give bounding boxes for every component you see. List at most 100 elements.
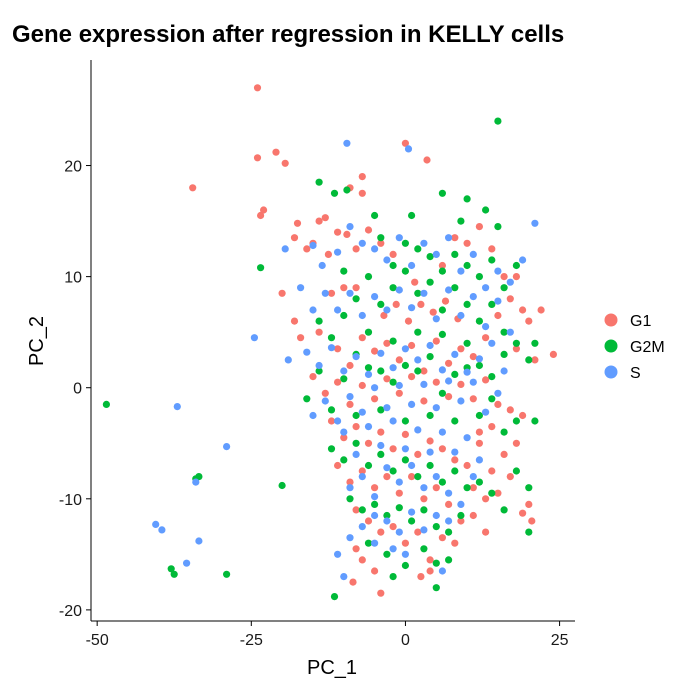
data-point-g1 [463,461,471,470]
data-point-s [395,528,403,536]
data-point-g2m [401,361,409,370]
data-point-g1 [426,556,434,564]
data-point-g1 [482,334,490,342]
data-point-s [432,473,440,481]
data-point-g2m [463,484,471,492]
data-point-g1 [423,156,431,164]
y-tick-label: 20 [64,159,82,176]
data-point-g2m [420,545,428,553]
data-point-s [343,139,351,147]
data-point-s [389,545,397,553]
data-point-s [420,239,428,247]
data-point-s [445,234,453,242]
data-point-s [482,284,490,292]
data-point-s [383,404,391,412]
data-point-g1 [401,430,409,438]
data-point-s [506,328,514,336]
data-point-g2m [463,261,471,270]
data-point-g1 [352,245,360,253]
data-point-g1 [519,411,527,420]
data-point-g2m [525,356,533,364]
data-point-s [408,304,416,312]
data-point-g1 [253,154,262,162]
data-point-g2m [420,506,428,514]
data-point-g1 [506,473,514,481]
data-point-s [389,417,397,425]
x-axis-title: PC_1 [307,657,357,679]
data-point-g2m [389,261,397,270]
data-point-s [475,456,483,464]
data-point-g1 [377,589,385,597]
data-point-g1 [438,445,446,453]
data-point-g2m [451,284,459,292]
data-point-g1 [358,334,366,342]
data-point-g1 [290,317,299,325]
legend-marker-g1 [604,313,618,327]
data-point-s [383,256,391,264]
data-point-g2m [303,395,311,403]
data-point-s [303,348,311,356]
data-point-g1 [414,450,422,458]
data-point-s [482,408,490,416]
data-point-g1 [358,556,366,564]
data-point-s [414,426,422,434]
data-point-g1 [512,345,521,353]
data-point-g1 [451,234,459,242]
data-point-g1 [327,417,336,425]
data-point-g2m [500,284,508,292]
data-point-s [395,286,403,294]
data-point-g2m [401,456,409,464]
data-point-g2m [377,234,385,242]
data-point-g2m [488,489,496,497]
data-point-g2m [364,328,373,336]
data-point-s [408,261,416,270]
data-point-g2m [389,378,397,386]
data-point-s [364,370,373,378]
data-point-s [414,356,422,364]
data-point-s [469,250,477,258]
data-point-g1 [358,467,366,475]
data-point-g1 [411,278,419,286]
data-point-g1 [189,184,197,192]
data-point-g2m [445,528,453,536]
data-point-s [438,567,446,575]
data-point-g1 [321,389,329,397]
data-point-s [494,389,502,397]
data-point-s [451,448,459,456]
data-point-g2m [531,417,539,425]
data-point-g2m [482,206,490,214]
data-point-g1 [445,393,453,401]
data-point-g1 [349,578,357,586]
data-point-g2m [500,350,508,358]
data-point-g2m [315,178,323,186]
data-point-g1 [321,214,329,222]
data-point-g1 [346,478,354,486]
data-point-s [371,293,379,301]
legend-label-s: S [630,365,641,382]
data-point-s [309,241,317,250]
data-point-g2m [364,273,373,281]
data-point-g2m [352,295,360,303]
data-point-s [500,367,508,375]
data-point-g2m [525,528,533,536]
data-point-s [346,484,354,492]
data-point-g2m [488,395,496,403]
data-point-g2m [383,550,391,558]
data-point-s [321,289,329,297]
data-point-g2m [512,261,521,270]
data-point-g1 [537,306,545,314]
data-point-g1 [364,517,373,525]
chart-title: Gene expression after regression in KELL… [12,21,564,48]
data-point-g2m [451,467,459,475]
data-point-s [358,408,366,416]
data-point-g2m [278,481,286,490]
data-point-g2m [438,306,446,314]
data-point-g2m [494,223,502,231]
data-point-s [426,448,434,456]
data-point-g1 [420,367,428,375]
data-point-g2m [167,565,175,573]
data-point-g1 [364,226,373,234]
data-point-s [173,403,181,411]
data-point-g1 [512,273,521,281]
data-point-g1 [432,337,440,345]
